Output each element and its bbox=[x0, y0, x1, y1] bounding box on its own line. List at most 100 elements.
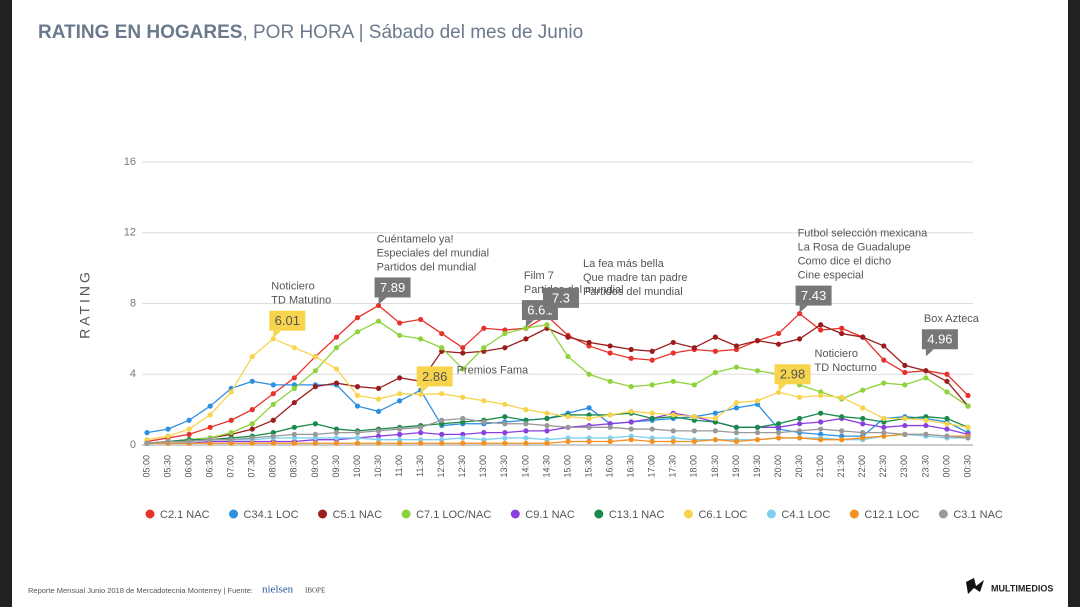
series-line bbox=[147, 433, 968, 444]
data-point bbox=[460, 350, 466, 356]
data-point bbox=[902, 431, 908, 437]
data-point bbox=[944, 415, 950, 422]
data-point bbox=[418, 424, 424, 430]
series-line bbox=[147, 412, 969, 444]
legend-label: C6.1 LOC bbox=[698, 509, 747, 521]
callout-value: 2.86 bbox=[422, 369, 447, 384]
callout: 7.3 La fea más bella Que madre tan padre Pa… bbox=[542, 258, 688, 315]
data-point bbox=[354, 430, 361, 436]
callout: 2.98 Noticiero TD Nocturno bbox=[774, 348, 877, 392]
data-point bbox=[881, 357, 887, 363]
data-point bbox=[354, 435, 361, 441]
data-point bbox=[902, 382, 908, 388]
callout-box bbox=[921, 329, 958, 350]
data-point bbox=[312, 384, 319, 390]
data-point bbox=[502, 345, 508, 351]
series-line bbox=[146, 417, 969, 444]
data-point bbox=[881, 415, 887, 422]
data-point bbox=[586, 371, 592, 377]
data-point bbox=[691, 414, 697, 420]
data-point bbox=[839, 325, 845, 331]
data-point bbox=[775, 421, 782, 427]
data-point bbox=[312, 353, 319, 360]
x-tick-label: 19:30 bbox=[752, 455, 762, 478]
data-point bbox=[270, 417, 276, 423]
left-edge bbox=[0, 0, 12, 607]
data-point bbox=[165, 426, 171, 432]
data-point bbox=[733, 364, 740, 370]
data-point bbox=[965, 424, 971, 430]
data-point bbox=[439, 431, 445, 437]
data-point bbox=[691, 382, 697, 388]
callout-text: TD Nocturno bbox=[815, 362, 877, 374]
y-tick-label: 0 bbox=[130, 439, 136, 451]
x-tick-label: 14:00 bbox=[520, 455, 530, 478]
legend-swatch bbox=[849, 509, 859, 519]
footer-brand: nielsen bbox=[262, 584, 294, 596]
data-point bbox=[291, 385, 297, 391]
x-tick-label: 19:00 bbox=[731, 455, 741, 478]
data-point bbox=[270, 433, 276, 439]
data-point bbox=[712, 437, 718, 443]
legend-swatch bbox=[938, 509, 948, 519]
data-point bbox=[649, 415, 655, 422]
callout-text: Premios Fama bbox=[457, 364, 529, 376]
data-point bbox=[796, 310, 803, 317]
data-point bbox=[270, 401, 276, 407]
data-point bbox=[291, 431, 297, 437]
data-point bbox=[881, 343, 887, 349]
data-point bbox=[354, 384, 361, 390]
data-point bbox=[818, 419, 824, 425]
callout: 7.43 Futbol selección mexicana La Rosa de … bbox=[795, 227, 928, 313]
callout-pointer bbox=[925, 349, 934, 357]
data-point bbox=[481, 419, 487, 425]
data-point bbox=[860, 405, 866, 411]
x-tick-label: 10:00 bbox=[352, 455, 362, 478]
x-tick-label: 20:30 bbox=[794, 455, 804, 478]
data-point bbox=[691, 438, 697, 445]
data-point bbox=[860, 430, 866, 436]
data-point bbox=[691, 345, 697, 351]
data-point bbox=[249, 378, 255, 384]
data-point bbox=[607, 412, 613, 418]
data-point bbox=[607, 378, 613, 384]
x-tick-label: 18:30 bbox=[710, 455, 720, 478]
series-line bbox=[147, 433, 968, 444]
callout-value: 4.96 bbox=[927, 332, 952, 347]
data-point bbox=[144, 430, 150, 436]
data-point bbox=[818, 327, 824, 333]
data-point bbox=[397, 391, 403, 397]
data-point bbox=[144, 440, 150, 446]
data-point bbox=[881, 430, 887, 436]
data-point bbox=[502, 401, 508, 407]
x-tick-label: 00:00 bbox=[941, 455, 951, 478]
x-tick-label: 08:30 bbox=[289, 455, 299, 478]
data-point bbox=[839, 437, 845, 443]
data-point bbox=[818, 426, 824, 432]
x-tick-label: 06:30 bbox=[205, 455, 215, 478]
data-point bbox=[944, 389, 950, 395]
data-point bbox=[481, 325, 487, 331]
callout-text: Noticiero bbox=[271, 281, 314, 293]
data-point bbox=[670, 339, 676, 346]
legend-label: C34.1 LOC bbox=[244, 509, 299, 521]
callout-pointer bbox=[420, 386, 429, 394]
data-point bbox=[965, 435, 971, 441]
data-point bbox=[775, 330, 782, 337]
data-point bbox=[333, 334, 340, 340]
data-point bbox=[796, 394, 803, 400]
data-point bbox=[628, 384, 634, 390]
data-point bbox=[902, 422, 908, 429]
legend-swatch bbox=[401, 509, 411, 519]
callout: 7.89 Cuéntamelo ya! Especiales del mundial… bbox=[374, 233, 489, 305]
data-point bbox=[333, 345, 340, 351]
x-tick-label: 07:30 bbox=[247, 455, 257, 478]
x-tick-label: 09:30 bbox=[331, 455, 341, 478]
callout-text: La Rosa de Guadalupe bbox=[798, 241, 911, 253]
callout-value: 7.43 bbox=[801, 288, 826, 303]
data-point bbox=[796, 421, 803, 427]
data-point bbox=[186, 417, 192, 423]
x-tick-label: 17:00 bbox=[647, 455, 657, 478]
data-point bbox=[312, 440, 319, 446]
